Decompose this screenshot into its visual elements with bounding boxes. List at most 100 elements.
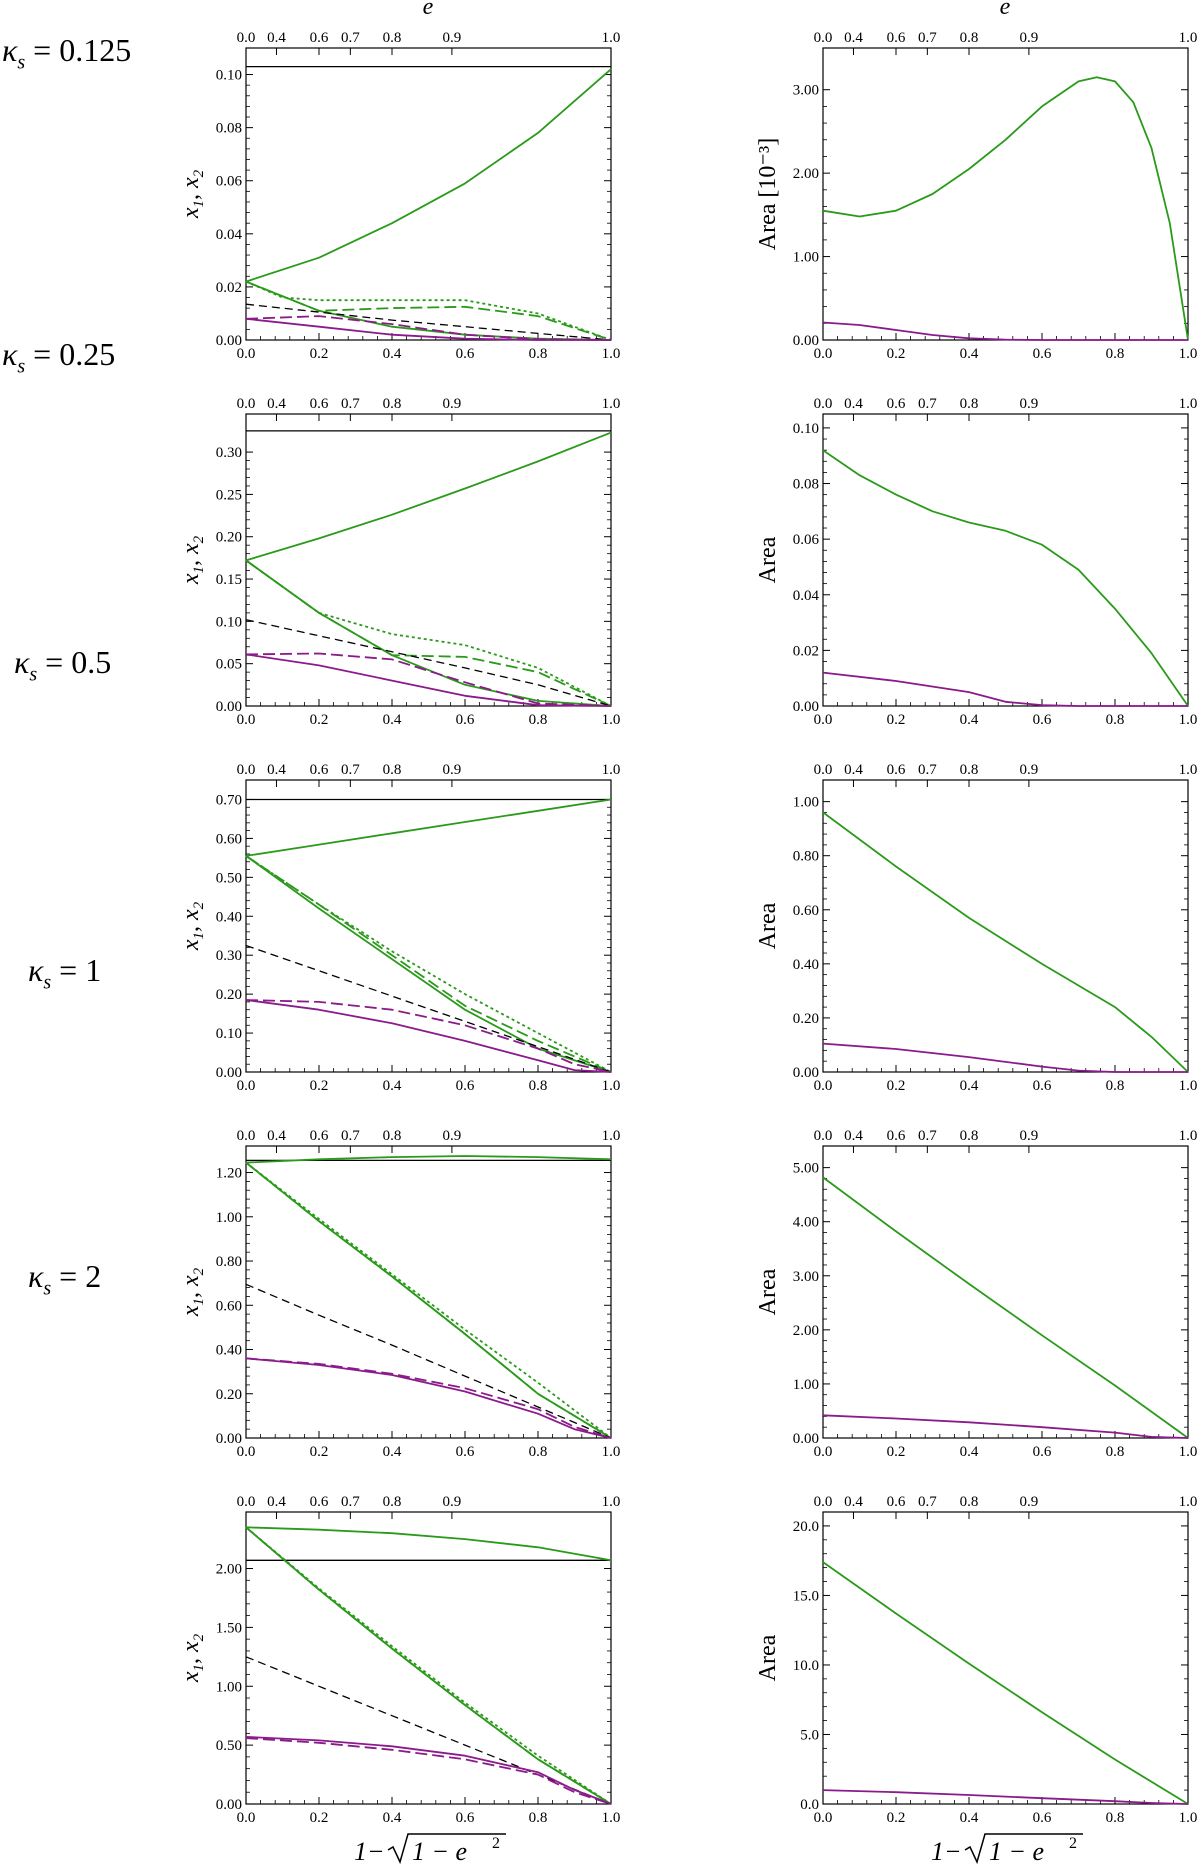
y-tick-label: 2.00: [216, 1562, 242, 1578]
top-tick-label: 0.9: [443, 762, 462, 778]
top-tick-label: 0.7: [341, 30, 360, 46]
top-tick-label: 0.9: [443, 30, 462, 46]
bottom-axis-prefix: 1−: [931, 1837, 962, 1866]
y-tick-label: 1.00: [793, 1377, 819, 1393]
top-tick-label: 0.8: [960, 762, 979, 778]
y-tick-label: 0.10: [216, 1026, 242, 1042]
series-line-purple-solid: [822, 321, 1188, 341]
x-tick-label: 0.4: [383, 1810, 402, 1826]
x-tick-label: 1.0: [1179, 1078, 1198, 1094]
top-tick-label: 0.0: [237, 30, 256, 46]
y-tick-label: 0.40: [216, 909, 242, 925]
x-tick-label: 0.6: [456, 1444, 475, 1460]
series-line-purple-dashed: [245, 1737, 612, 1805]
y-axis-label: x1, x2: [178, 1633, 207, 1683]
top-tick-label: 0.8: [960, 1494, 979, 1510]
top-tick-label: 1.0: [602, 396, 621, 412]
top-tick-label: 0.0: [814, 396, 833, 412]
sqrt-icon: [964, 1833, 1083, 1865]
x-tick-label: 0.6: [456, 346, 475, 362]
y-tick-label: 0.06: [216, 174, 243, 190]
x-tick-label: 0.2: [887, 1078, 906, 1094]
top-tick-label: 0.4: [267, 1494, 286, 1510]
series-line-green-dashed: [245, 1161, 612, 1439]
y-tick-label: 1.00: [793, 795, 819, 811]
series-line-green-dashed: [245, 1526, 612, 1805]
y-tick-label: 5.00: [793, 1161, 819, 1177]
top-tick-label: 0.4: [267, 30, 286, 46]
y-tick-label: 0.10: [216, 68, 242, 84]
series-line-purple-solid: [245, 1357, 612, 1439]
series-line-purple-dashed: [245, 652, 612, 707]
y-tick-label: 0.00: [216, 1797, 242, 1813]
y-tick-label: 10.0: [793, 1658, 819, 1674]
kappa-label-4: κs = 1: [28, 952, 102, 994]
top-tick-label: 0.8: [960, 396, 979, 412]
y-tick-label: 1.20: [216, 1166, 242, 1182]
top-tick-label: 0.8: [383, 30, 402, 46]
top-tick-label: 0.9: [1020, 396, 1039, 412]
top-tick-label: 0.8: [960, 1128, 979, 1144]
kappa-label-1: κs = 0.125: [2, 32, 132, 74]
series-line-black-dashed: [245, 303, 612, 341]
top-tick-label: 0.9: [1020, 1494, 1039, 1510]
x-tick-label: 0.4: [383, 346, 402, 362]
bottom-axis-title: 1− 1 − e 2: [931, 1833, 1083, 1866]
kappa-label-3: κs = 0.5: [14, 644, 112, 686]
y-tick-label: 0.08: [793, 477, 819, 493]
top-tick-label: 1.0: [602, 1494, 621, 1510]
y-tick-label: 1.00: [216, 1679, 242, 1695]
top-tick-label: 1.0: [602, 762, 621, 778]
y-tick-label: 0.05: [216, 657, 242, 673]
chart-k05-a: 0.00 0.20 0.40 0.60 0.80 1.00 0.0 0.2 0.4 0.6 0.8 1…: [755, 762, 1197, 1094]
top-tick-label: 0.4: [844, 1494, 863, 1510]
y-tick-label: 5.0: [800, 1727, 819, 1743]
top-tick-label: 1.0: [1179, 1494, 1198, 1510]
series-line-black-dashed: [245, 944, 612, 1073]
y-tick-label: 0.00: [216, 699, 242, 715]
series-line-purple-solid: [822, 1789, 1189, 1805]
y-tick-label: 0.30: [216, 948, 242, 964]
y-tick-label: 0.60: [216, 831, 242, 847]
top-tick-label: 0.9: [1020, 1128, 1039, 1144]
x-tick-label: 0.0: [237, 1444, 256, 1460]
top-tick-label: 0.6: [310, 762, 329, 778]
x-tick-label: 0.8: [1106, 1444, 1125, 1460]
series-line-green-dashed: [245, 280, 612, 341]
bottom-axis-title: 1− 1 − e 2: [354, 1833, 506, 1866]
y-tick-label: 0.20: [216, 987, 242, 1003]
y-tick-label: 1.00: [793, 250, 819, 266]
series-line-purple-solid: [245, 653, 612, 707]
bottom-axis-radicand: 1 − e: [412, 1837, 467, 1866]
series-line-purple-dashed: [245, 1357, 612, 1439]
bottom-axis-radicand: 1 − e: [989, 1837, 1044, 1866]
x-tick-label: 0.8: [1106, 1810, 1125, 1826]
x-tick-label: 0.8: [1106, 712, 1125, 728]
top-tick-label: 0.4: [267, 396, 286, 412]
top-tick-label: 0.0: [237, 1494, 256, 1510]
top-tick-label: 0.9: [443, 396, 462, 412]
series-line-green-solid: [822, 811, 1189, 1073]
x-tick-label: 0.4: [960, 712, 979, 728]
chart-k2-x: 0.00 0.50 1.00 1.50 2.00 0.0 0.2 0.4 0.6 0.8 1.0 0.…: [178, 1494, 620, 1826]
y-tick-label: 2.00: [793, 166, 819, 182]
y-tick-label: 0.00: [793, 333, 819, 349]
top-tick-label: 0.8: [383, 1494, 402, 1510]
top-tick-label: 0.6: [887, 1128, 906, 1144]
x-tick-label: 1.0: [602, 1810, 621, 1826]
series-line-green-solid: [245, 68, 612, 283]
plot-frame: [822, 1511, 1189, 1805]
top-tick-label: 0.0: [237, 762, 256, 778]
series-line-purple-solid: [822, 1042, 1188, 1073]
y-tick-label: 0.10: [216, 614, 242, 630]
top-tick-label: 0.7: [918, 396, 937, 412]
y-tick-label: 4.00: [793, 1215, 819, 1231]
x-tick-label: 1.0: [602, 1444, 621, 1460]
x-tick-label: 0.0: [237, 346, 256, 362]
y-tick-label: 1.50: [216, 1620, 242, 1636]
y-tick-label: 20.0: [793, 1519, 819, 1535]
top-tick-label: 0.0: [814, 1494, 833, 1510]
top-tick-label: 1.0: [602, 1128, 621, 1144]
y-axis-label: x1, x2: [178, 169, 207, 219]
